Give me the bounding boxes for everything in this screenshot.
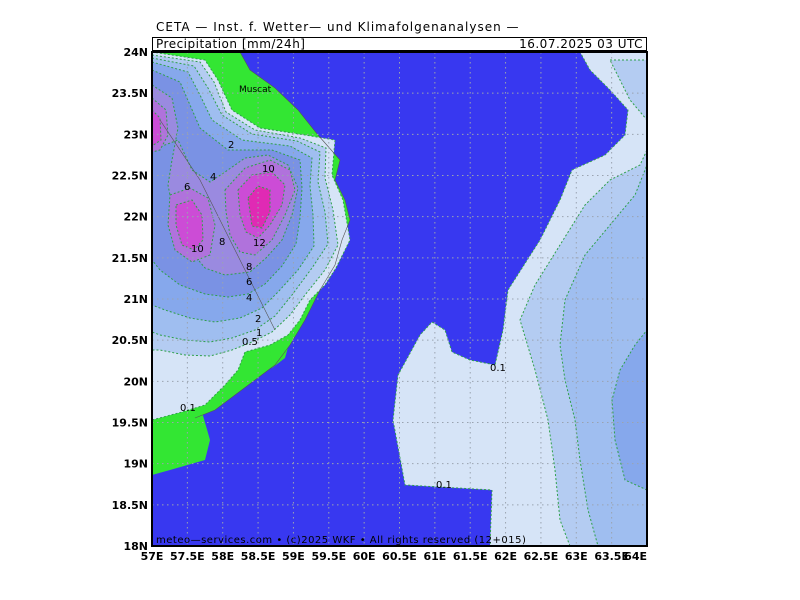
x-tick-label: 58E bbox=[211, 550, 234, 563]
y-tick-label: 19N bbox=[123, 458, 148, 471]
contour-label: 0.1 bbox=[490, 363, 506, 374]
contour-label: 1 bbox=[256, 328, 262, 339]
x-tick-label: 59E bbox=[282, 550, 305, 563]
y-tick-label: 21.5N bbox=[112, 252, 148, 265]
x-tick-label: 61E bbox=[423, 550, 446, 563]
contour-label: 6 bbox=[184, 182, 190, 193]
map-layers: 2 10 4 6 10 8 12 8 6 4 2 1 0.5 0.1 0.1 0… bbox=[152, 52, 647, 546]
copyright-footer: meteo—services.com • (c)2025 WKF • All r… bbox=[156, 535, 526, 546]
y-tick-label: 23N bbox=[123, 128, 148, 141]
y-tick-label: 20N bbox=[123, 375, 148, 388]
y-axis-ticks: 24N 23.5N 23N 22.5N 22N 21.5N 21N 20.5N 20N 19.5N… bbox=[112, 46, 148, 553]
contour-label: 0.1 bbox=[180, 403, 196, 414]
x-tick-label: 63.5E bbox=[594, 550, 629, 563]
y-tick-label: 24N bbox=[123, 46, 148, 59]
contour-label: 8 bbox=[246, 262, 252, 273]
y-tick-label: 22.5N bbox=[112, 170, 148, 183]
y-tick-label: 21N bbox=[123, 293, 148, 306]
x-tick-label: 60.5E bbox=[382, 550, 417, 563]
title-bar: Precipitation [mm/24h] 16.07.2025 03 UTC bbox=[152, 37, 647, 51]
y-tick-label: 22N bbox=[123, 211, 148, 224]
plot-frame bbox=[151, 51, 648, 547]
valid-time: 16.07.2025 03 UTC bbox=[519, 37, 643, 51]
y-tick-label: 18.5N bbox=[112, 499, 148, 512]
contour-label: 4 bbox=[246, 293, 252, 304]
x-tick-label: 60E bbox=[353, 550, 376, 563]
x-tick-label: 64E bbox=[624, 550, 647, 563]
y-tick-label: 18N bbox=[123, 540, 148, 553]
contour-label: 12 bbox=[253, 238, 266, 249]
masirah-island bbox=[270, 340, 290, 368]
wadi-line bbox=[159, 119, 276, 331]
coastlines bbox=[159, 52, 351, 419]
x-axis-ticks: 57E 57.5E 58E 58.5E 59E 59.5E 60E 60.5E 61E 61.5E… bbox=[141, 550, 647, 563]
city-label-muscat: Muscat bbox=[239, 85, 272, 95]
contour-2-east bbox=[611, 329, 647, 491]
x-tick-label: 61.5E bbox=[453, 550, 488, 563]
contour-label: 10 bbox=[191, 244, 204, 255]
x-tick-label: 62.5E bbox=[524, 550, 559, 563]
source-institute-line: CETA — Inst. f. Wetter— und Klimafolgena… bbox=[156, 20, 520, 34]
oman-land-south bbox=[152, 405, 210, 475]
product-title: Precipitation [mm/24h] bbox=[156, 37, 306, 51]
y-tick-label: 19.5N bbox=[112, 417, 148, 430]
contour-labels: 2 10 4 6 10 8 12 8 6 4 2 1 0.5 0.1 0.1 0… bbox=[180, 85, 506, 491]
x-tick-label: 63E bbox=[565, 550, 588, 563]
x-tick-label: 59.5E bbox=[311, 550, 346, 563]
x-tick-label: 57.5E bbox=[170, 550, 205, 563]
contour-label: 2 bbox=[228, 140, 234, 151]
contour-label: 0.1 bbox=[436, 480, 452, 491]
contour-label: 2 bbox=[255, 314, 261, 325]
x-tick-label: 62E bbox=[494, 550, 517, 563]
x-tick-label: 57E bbox=[141, 550, 164, 563]
y-tick-label: 23.5N bbox=[112, 87, 148, 100]
contour-label: 4 bbox=[210, 172, 216, 183]
contour-12 bbox=[247, 185, 271, 229]
contour-label: 0.5 bbox=[242, 337, 258, 348]
x-tick-label: 58.5E bbox=[241, 550, 276, 563]
coastline-oman bbox=[194, 52, 351, 419]
contour-label: 8 bbox=[219, 237, 225, 248]
contour-label: 6 bbox=[246, 277, 252, 288]
y-tick-label: 20.5N bbox=[112, 334, 148, 347]
contour-label: 10 bbox=[262, 164, 275, 175]
